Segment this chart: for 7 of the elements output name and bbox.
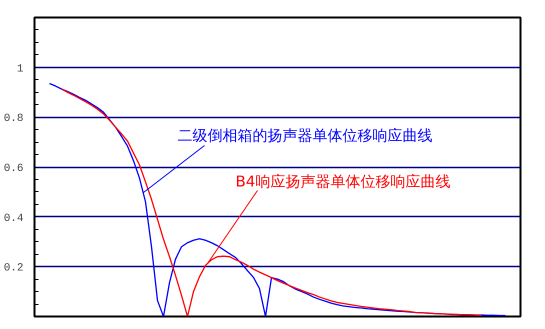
y-tick-label: 0.6 (4, 163, 24, 175)
annotation: B4响应扬声器单体位移响应曲线 (236, 172, 450, 190)
y-tick-label: 1 (16, 63, 24, 76)
annotation: 二级倒相箱的扬声器单体位移响应曲线 (178, 126, 432, 144)
y-tick-label: 0.8 (4, 113, 24, 126)
y-tick-label: 0.4 (4, 212, 24, 225)
y-tick-label: 0.2 (4, 262, 24, 275)
